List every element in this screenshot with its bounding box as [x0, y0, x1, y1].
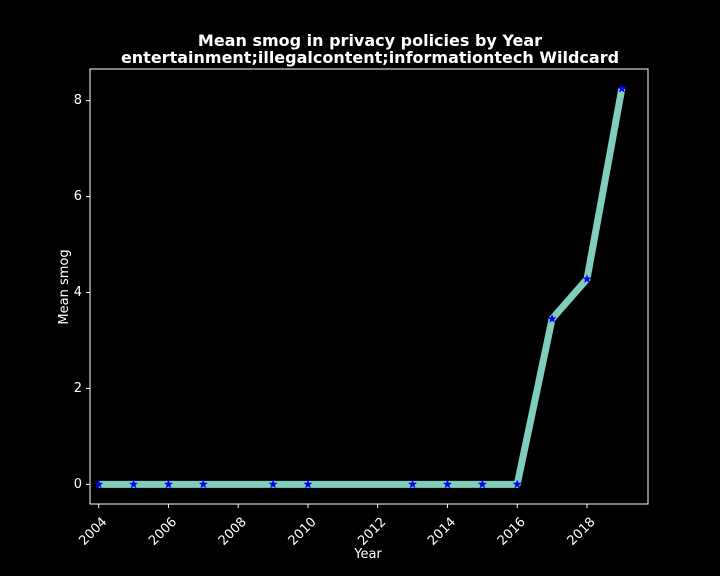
data-point [582, 274, 592, 284]
data-point [268, 479, 278, 489]
y-tick-label: 8 [74, 93, 82, 108]
data-point [303, 479, 313, 489]
data-point [477, 479, 488, 489]
data-point [163, 479, 174, 489]
y-tick-label: 6 [74, 189, 82, 204]
plot-area [94, 83, 627, 489]
data-point [128, 479, 139, 489]
data-point [512, 479, 522, 489]
plot-frame [89, 68, 649, 505]
data-point [617, 83, 627, 93]
data-point [94, 479, 104, 489]
chart-title: Mean smog in privacy policies by Year [198, 31, 542, 50]
y-tick-label: 2 [74, 381, 82, 396]
y-axis-label: Mean smog [57, 249, 72, 324]
data-point [442, 479, 453, 489]
data-point [198, 479, 209, 489]
data-point [547, 313, 557, 323]
y-tick-label: 4 [74, 285, 82, 300]
y-tick-label: 0 [74, 477, 82, 492]
chart-subtitle: entertainment;illegalcontent;information… [121, 48, 619, 67]
x-axis-label: Year [353, 547, 382, 562]
data-point [407, 479, 418, 489]
